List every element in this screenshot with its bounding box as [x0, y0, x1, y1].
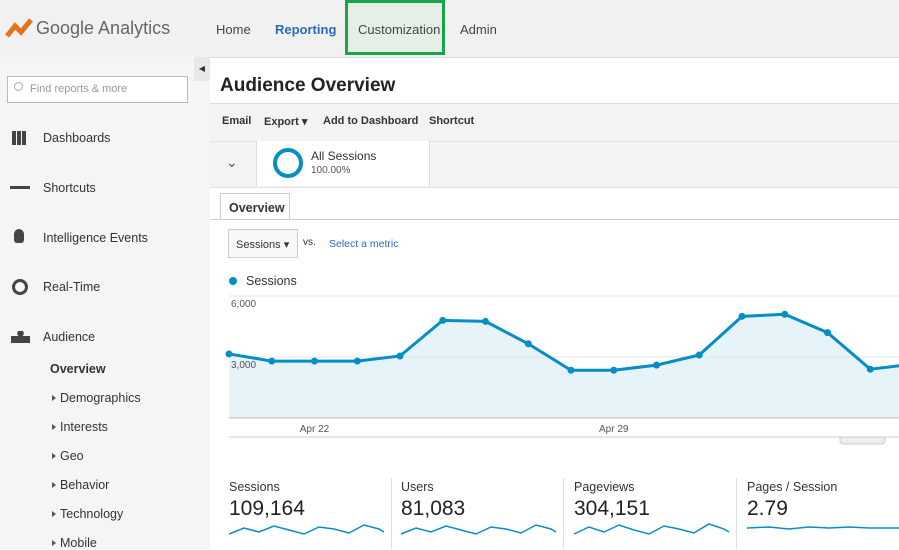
x-tick-label: Apr 29	[599, 424, 629, 435]
toolbar	[210, 103, 899, 142]
chart: 3,000 6,000 Apr 22 Apr 29	[210, 270, 899, 450]
scorecard-label: Sessions	[229, 480, 389, 494]
nav-reporting[interactable]: Reporting	[275, 22, 336, 37]
point	[354, 358, 361, 365]
point	[867, 366, 874, 373]
nav-item[interactable]: Real-Time	[43, 280, 100, 294]
point	[439, 317, 446, 324]
point	[525, 340, 532, 347]
nav-admin[interactable]: Admin	[460, 22, 497, 37]
y-tick-label: 3,000	[231, 360, 256, 371]
nav-customization[interactable]: Customization	[358, 22, 440, 37]
tab[interactable]: Overview	[220, 193, 290, 220]
sparklines	[229, 518, 899, 540]
vs-label: vs.	[303, 237, 316, 248]
select-metric[interactable]: Select a metric	[329, 238, 398, 250]
sparkline	[229, 525, 384, 534]
metric-dropdown[interactable]: Sessions ▾	[228, 229, 298, 258]
point	[696, 351, 703, 358]
point	[824, 329, 831, 336]
nav-subitem[interactable]: Behavior	[52, 478, 109, 492]
toolbar-button[interactable]: Shortcut	[429, 115, 474, 127]
sparkline	[401, 525, 556, 534]
segment-toggle[interactable]: ⌄	[226, 154, 238, 171]
point	[610, 367, 617, 374]
segment-name: All Sessions	[311, 149, 376, 163]
scorecard-label: Pages / Session	[747, 480, 899, 494]
nav-item[interactable]: Dashboards	[43, 131, 110, 145]
segment-icon	[273, 148, 303, 178]
point	[653, 362, 660, 369]
point	[568, 367, 575, 374]
dashboards-icon	[12, 131, 26, 145]
nav-subitem[interactable]: Demographics	[52, 391, 141, 405]
search-icon	[14, 82, 23, 91]
page-title: Audience Overview	[220, 75, 395, 97]
toolbar-button[interactable]: Email	[222, 115, 251, 127]
point	[482, 318, 489, 325]
logo-icon	[5, 16, 33, 40]
nav-subitem-active[interactable]: Overview	[50, 362, 106, 376]
shortcuts-icon	[10, 186, 30, 189]
toolbar-button[interactable]: Export ▾	[264, 115, 307, 128]
segment-percent: 100.00%	[311, 165, 350, 176]
scorecard-label: Users	[401, 480, 561, 494]
nav-item[interactable]: Intelligence Events	[43, 231, 148, 245]
audience-icon	[11, 331, 30, 343]
nav-subitem[interactable]: Technology	[52, 507, 123, 521]
point	[311, 358, 318, 365]
nav-home[interactable]: Home	[216, 22, 251, 37]
toolbar-button[interactable]: Add to Dashboard	[323, 115, 418, 127]
chart-expander[interactable]	[840, 437, 885, 444]
nav-item[interactable]: Shortcuts	[43, 181, 96, 195]
collapse-button[interactable]: ◀	[194, 57, 210, 81]
plot	[226, 296, 899, 418]
nav-item[interactable]: Audience	[43, 330, 95, 344]
realtime-icon	[12, 279, 28, 295]
scorecard-label: Pageviews	[574, 480, 734, 494]
point	[226, 350, 233, 357]
sparkline	[574, 524, 729, 534]
nav-subitem[interactable]: Geo	[52, 449, 84, 463]
point	[268, 358, 275, 365]
sparkline	[747, 527, 899, 529]
search-box[interactable]: Find reports & more	[7, 76, 188, 103]
metric-label: Sessions	[236, 239, 281, 251]
intelligence-icon	[14, 229, 24, 243]
nav-subitem[interactable]: Mobile	[52, 536, 97, 550]
point	[739, 313, 746, 320]
tab-rule	[210, 219, 899, 220]
nav-subitem[interactable]: Interests	[52, 420, 108, 434]
toolbar-label: Export	[264, 116, 299, 128]
logo: Google Analytics	[36, 18, 170, 39]
x-tick-label: Apr 22	[300, 424, 330, 435]
point	[781, 311, 788, 318]
point	[397, 352, 404, 359]
y-tick-label: 6,000	[231, 299, 256, 310]
